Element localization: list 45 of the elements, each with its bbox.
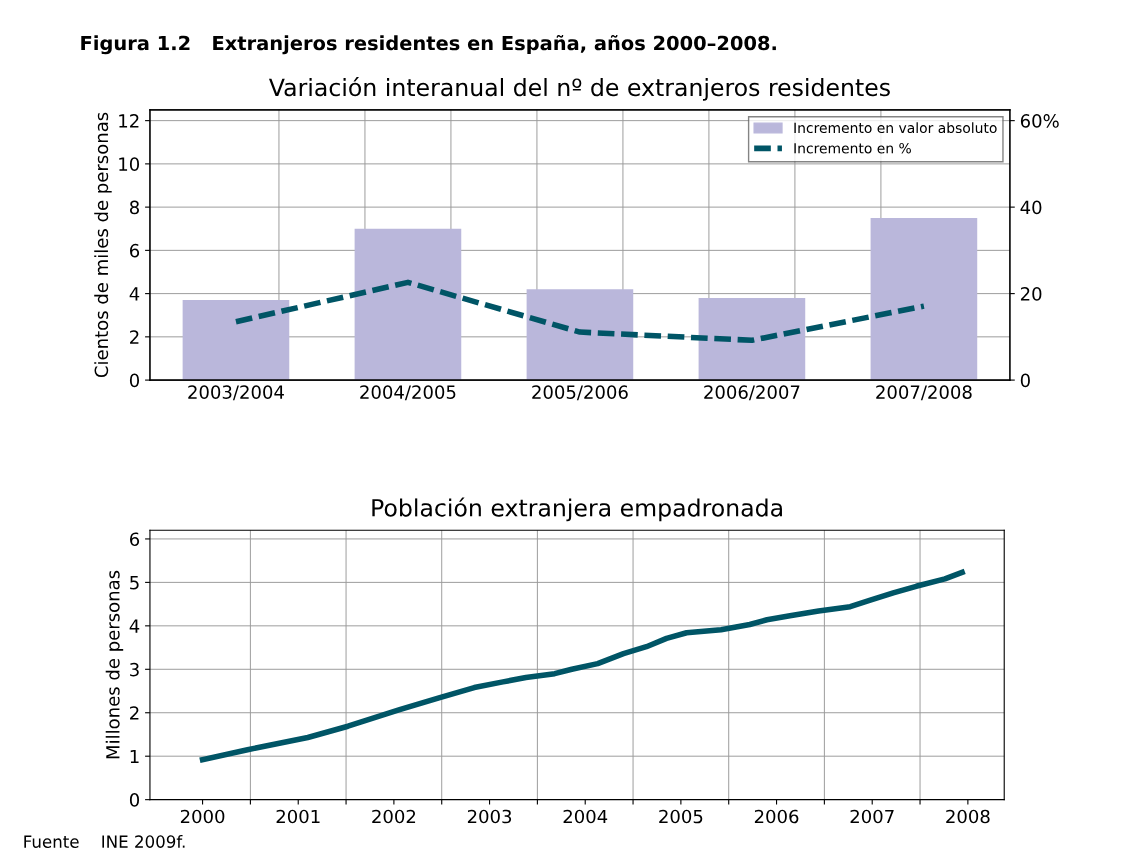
y-tick-label: 4 [129, 287, 140, 301]
x-tick-label: 2003 [467, 809, 512, 824]
x-tick-label: 2001 [276, 809, 320, 824]
x-tick-label: 2007 [850, 809, 894, 824]
source-note: Fuente INE 2009f. [24, 835, 185, 848]
y-tick-label: 1 [130, 749, 139, 764]
y-tick-label: 2 [130, 330, 139, 344]
bar [526, 289, 634, 381]
y2-tick-label: 40 [1020, 200, 1042, 215]
legend-label: Incremento en % [794, 142, 911, 154]
bar [870, 217, 978, 381]
y-tick-label: 6 [130, 532, 140, 547]
x-tick-label: 2000 [180, 809, 225, 824]
x-tick-label: 2004 [563, 809, 608, 824]
chart-title: Variación interanual del nº de extranjeros residentes [268, 77, 890, 101]
x-tick-label: 2005/2006 [532, 385, 628, 401]
y-axis-title: Millones de personas [105, 570, 124, 759]
y-tick-label: 2 [130, 706, 139, 720]
y2-tick-label: 60% [1020, 114, 1059, 128]
x-tick-label: 2005 [659, 809, 703, 824]
bar [182, 300, 290, 381]
text: Figura 1.2 Extranjeros residentes en España, años 2000–2008. [81, 34, 776, 55]
y-tick-label: 6 [130, 243, 140, 258]
y-axis-title: Cientos de miles de personas [94, 112, 112, 378]
y-tick-label: 8 [129, 200, 139, 215]
y-tick-label: 0 [129, 793, 140, 807]
legend-label: Incremento en valor absoluto [794, 122, 997, 134]
y2-tick-label: 20 [1020, 287, 1042, 301]
y2-tick-label: 0 [1020, 373, 1030, 388]
y-tick-label: 10 [119, 157, 140, 171]
y-tick-label: 3 [130, 662, 139, 677]
x-tick-label: 2003/2004 [188, 385, 284, 401]
x-tick-label: 2007/2008 [876, 385, 972, 401]
x-tick-label: 2004/2005 [360, 385, 456, 401]
x-tick-label: 2008 [946, 809, 990, 824]
y-tick-label: 12 [119, 114, 139, 128]
x-tick-label: 2006/2007 [704, 385, 800, 401]
x-tick-label: 2002 [372, 809, 416, 824]
x-tick-label: 2006 [754, 809, 799, 824]
y-tick-label: 4 [129, 619, 140, 633]
bar [354, 228, 462, 381]
y-tick-label: 0 [129, 373, 140, 388]
bar [698, 297, 806, 381]
chart-title: Población extranjera empadronada [372, 497, 782, 522]
y-tick-label: 5 [130, 576, 139, 590]
